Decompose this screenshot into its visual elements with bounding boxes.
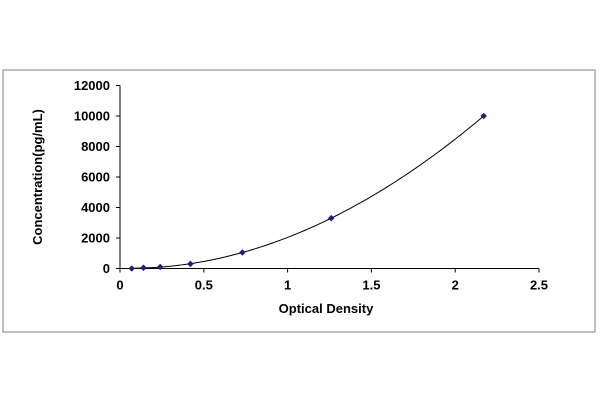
y-axis-title: Concentration(pg/mL) xyxy=(30,109,45,245)
x-tick-label: 2 xyxy=(452,278,459,293)
y-tick-label: 0 xyxy=(103,261,110,276)
y-tick-label: 10000 xyxy=(74,109,110,124)
data-point xyxy=(187,260,194,268)
data-point xyxy=(128,265,136,272)
data-point xyxy=(156,263,164,271)
data-points xyxy=(128,112,488,272)
data-point xyxy=(480,112,488,120)
y-tick-label: 8000 xyxy=(81,139,110,154)
y-ticks: 0 2000 4000 6000 8000 10000 12000 xyxy=(74,78,120,276)
x-tick-label: 0 xyxy=(116,278,123,293)
x-ticks: 0 0.5 1 1.5 2 2.5 xyxy=(116,268,548,293)
x-tick-label: 0.5 xyxy=(195,278,213,293)
x-axis-title: Optical Density xyxy=(279,301,374,316)
data-point xyxy=(327,214,335,222)
y-tick-label: 6000 xyxy=(81,170,110,185)
x-tick-label: 1.5 xyxy=(362,278,380,293)
y-tick-label: 2000 xyxy=(81,231,110,246)
x-tick-label: 2.5 xyxy=(530,278,548,293)
x-tick-label: 1 xyxy=(284,278,291,293)
y-tick-label: 12000 xyxy=(74,78,110,93)
y-tick-label: 4000 xyxy=(81,200,110,215)
data-point xyxy=(140,264,147,272)
data-point xyxy=(238,249,246,256)
chart-frame-border xyxy=(2,69,596,333)
